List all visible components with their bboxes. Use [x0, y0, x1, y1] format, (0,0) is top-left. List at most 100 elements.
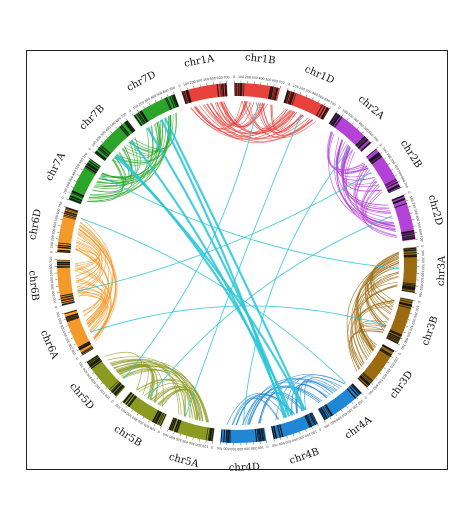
- synteny-link: [75, 249, 111, 332]
- tick-label: 200: [99, 388, 106, 395]
- tick-label: 300: [411, 318, 417, 325]
- tick-label: 700: [82, 152, 89, 159]
- tick-label: 700: [272, 442, 279, 447]
- tick-label: 100: [341, 108, 348, 115]
- tick-label: 600: [419, 284, 424, 291]
- link-group-chr1B-chr1D: [241, 100, 316, 139]
- tick-label: 300: [244, 447, 250, 451]
- synteny-link: [100, 121, 159, 179]
- tick-label: 500: [54, 215, 59, 222]
- synteny-link: [241, 100, 293, 131]
- synteny-link: [360, 325, 385, 346]
- synteny-link: [164, 117, 306, 411]
- tick-label: 600: [169, 434, 176, 440]
- tick-label: 600: [115, 116, 122, 123]
- tick-label: 400: [71, 169, 77, 176]
- tick-label: 200: [421, 257, 425, 263]
- translocation-chr1D-chr5A: [184, 114, 302, 417]
- ideogram-chr6D: [57, 206, 79, 254]
- synteny-link: [79, 225, 117, 340]
- tick-label: 300: [305, 88, 312, 94]
- tick-label: 700: [418, 291, 423, 298]
- tick-label: 0: [110, 399, 114, 403]
- tick-label: 600: [55, 208, 61, 215]
- tick-label: 400: [341, 411, 348, 418]
- tick-label: 500: [156, 91, 163, 97]
- tick-label: 200: [251, 446, 257, 451]
- tick-label: 100: [421, 250, 425, 256]
- tick-label: 100: [409, 195, 415, 202]
- tick-label: 500: [363, 126, 370, 133]
- tick-label: 400: [50, 277, 55, 283]
- tick-label: 600: [367, 130, 374, 137]
- synteny-link: [244, 392, 304, 425]
- tick-label: 500: [210, 76, 217, 81]
- tick-label: 500: [377, 378, 384, 385]
- synteny-link: [354, 165, 392, 214]
- chromosome-label-chr6B: chr6B: [26, 270, 40, 302]
- tick-label: 400: [381, 373, 388, 380]
- synteny-link: [351, 272, 399, 365]
- density-stripes-chr6A: [64, 309, 94, 356]
- synteny-link: [262, 102, 313, 137]
- ideogram-chr4D: [220, 427, 267, 444]
- synteny-link: [262, 102, 305, 134]
- synteny-link: [90, 305, 387, 333]
- tick-label: 200: [352, 403, 359, 410]
- synteny-link: [76, 233, 103, 288]
- synteny-link: [115, 153, 293, 416]
- tick-label: 300: [144, 97, 151, 103]
- synteny-link: [356, 258, 400, 354]
- tick-label: 500: [397, 169, 403, 176]
- tick-label: 0: [338, 106, 342, 110]
- density-stripes-chr3B: [386, 297, 414, 345]
- synteny-link: [209, 103, 289, 134]
- tick-label: 0: [318, 427, 322, 431]
- tick-label: 100: [357, 399, 364, 406]
- synteny-link: [296, 380, 334, 414]
- link-group-chr2A-chr2B: [326, 131, 382, 192]
- synteny-link: [336, 141, 369, 174]
- synteny-link: [214, 100, 243, 125]
- synteny-link: [220, 101, 246, 125]
- chromosome-label-chr4B: chr4B: [288, 446, 320, 466]
- synteny-link: [354, 255, 399, 356]
- synteny-link: [328, 132, 369, 173]
- tick-label: 100: [132, 104, 139, 111]
- tick-label: 700: [368, 388, 375, 395]
- synteny-link: [342, 145, 391, 211]
- tick-label: 500: [74, 163, 81, 170]
- tick-label: 700: [403, 182, 409, 189]
- synteny-link: [248, 101, 288, 130]
- synteny-link: [295, 384, 327, 414]
- tick-label: 400: [357, 121, 364, 128]
- density-stripes-chr7B: [94, 120, 136, 162]
- tick-label: 200: [386, 152, 393, 159]
- synteny-link: [270, 104, 297, 131]
- chromosome-label-chr7A: chr7A: [44, 150, 68, 183]
- tick-label: 400: [150, 94, 157, 100]
- tick-label: 200: [389, 362, 396, 369]
- synteny-link: [258, 102, 311, 136]
- synteny-link: [242, 378, 337, 426]
- tick-label: 0: [75, 357, 79, 361]
- tick-label: 200: [413, 311, 419, 318]
- tick-label: 0: [54, 306, 58, 309]
- synteny-link: [128, 112, 177, 153]
- synteny-link: [359, 276, 399, 348]
- tick-label: 700: [115, 403, 122, 410]
- tick-label: 400: [393, 164, 400, 171]
- tick-label: 200: [51, 290, 56, 297]
